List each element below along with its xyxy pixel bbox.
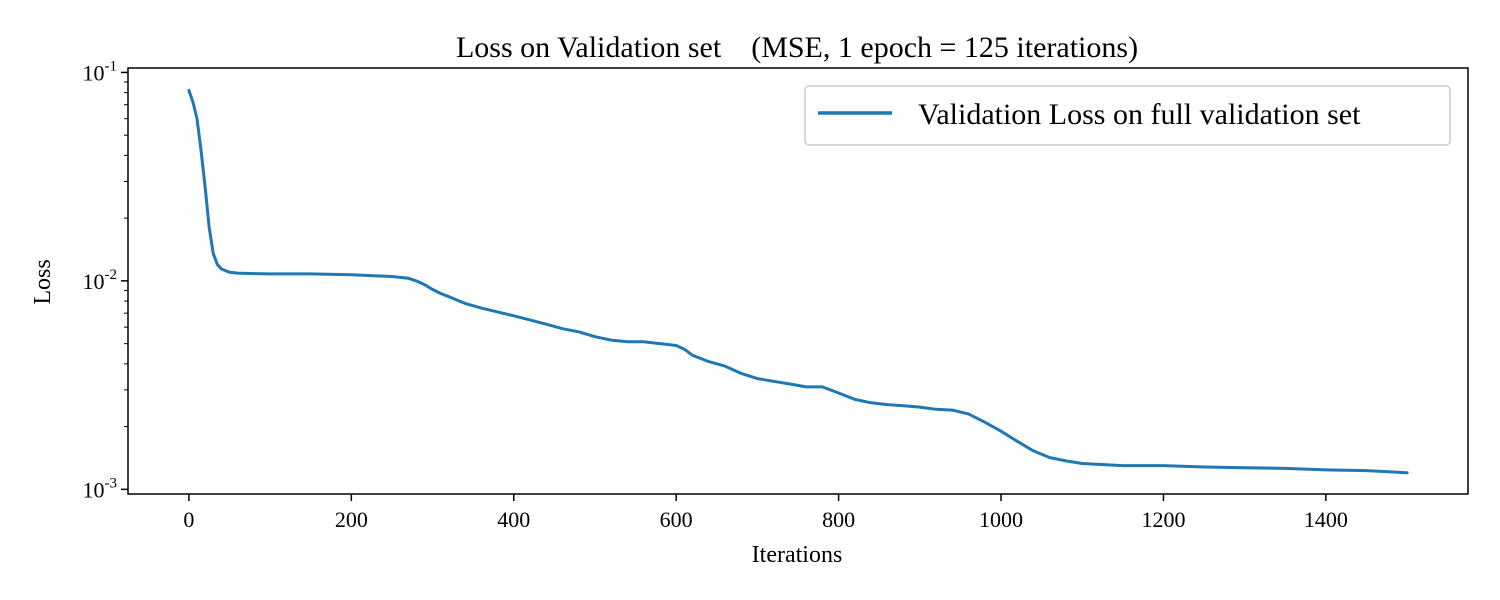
y-tick-label: 10-3 xyxy=(83,475,118,502)
x-tick-label: 800 xyxy=(822,507,855,532)
x-tick-label: 400 xyxy=(497,507,530,532)
x-tick-label: 0 xyxy=(183,507,194,532)
x-axis: 0 200 400 600 800 1000 1200 1400 xyxy=(183,494,1348,532)
series-line-validation-loss xyxy=(187,88,1409,475)
chart-title: Loss on Validation set (MSE, 1 epoch = 1… xyxy=(456,31,1138,64)
y-tick-label: 10-1 xyxy=(83,58,118,85)
y-axis-label: Loss xyxy=(30,259,56,304)
x-tick-label: 1200 xyxy=(1141,507,1185,532)
x-tick-label: 1000 xyxy=(979,507,1023,532)
y-tick-label: 10-2 xyxy=(83,267,118,294)
x-tick-label: 200 xyxy=(335,507,368,532)
legend-label: Validation Loss on full validation set xyxy=(918,98,1361,131)
x-tick-label: 600 xyxy=(660,507,693,532)
legend: Validation Loss on full validation set xyxy=(804,85,1451,146)
legend-box xyxy=(804,85,1451,146)
x-axis-label: Iterations xyxy=(752,542,843,568)
y-axis: 10-1 10-2 10-3 xyxy=(83,58,128,502)
x-tick-label: 1400 xyxy=(1304,507,1348,532)
